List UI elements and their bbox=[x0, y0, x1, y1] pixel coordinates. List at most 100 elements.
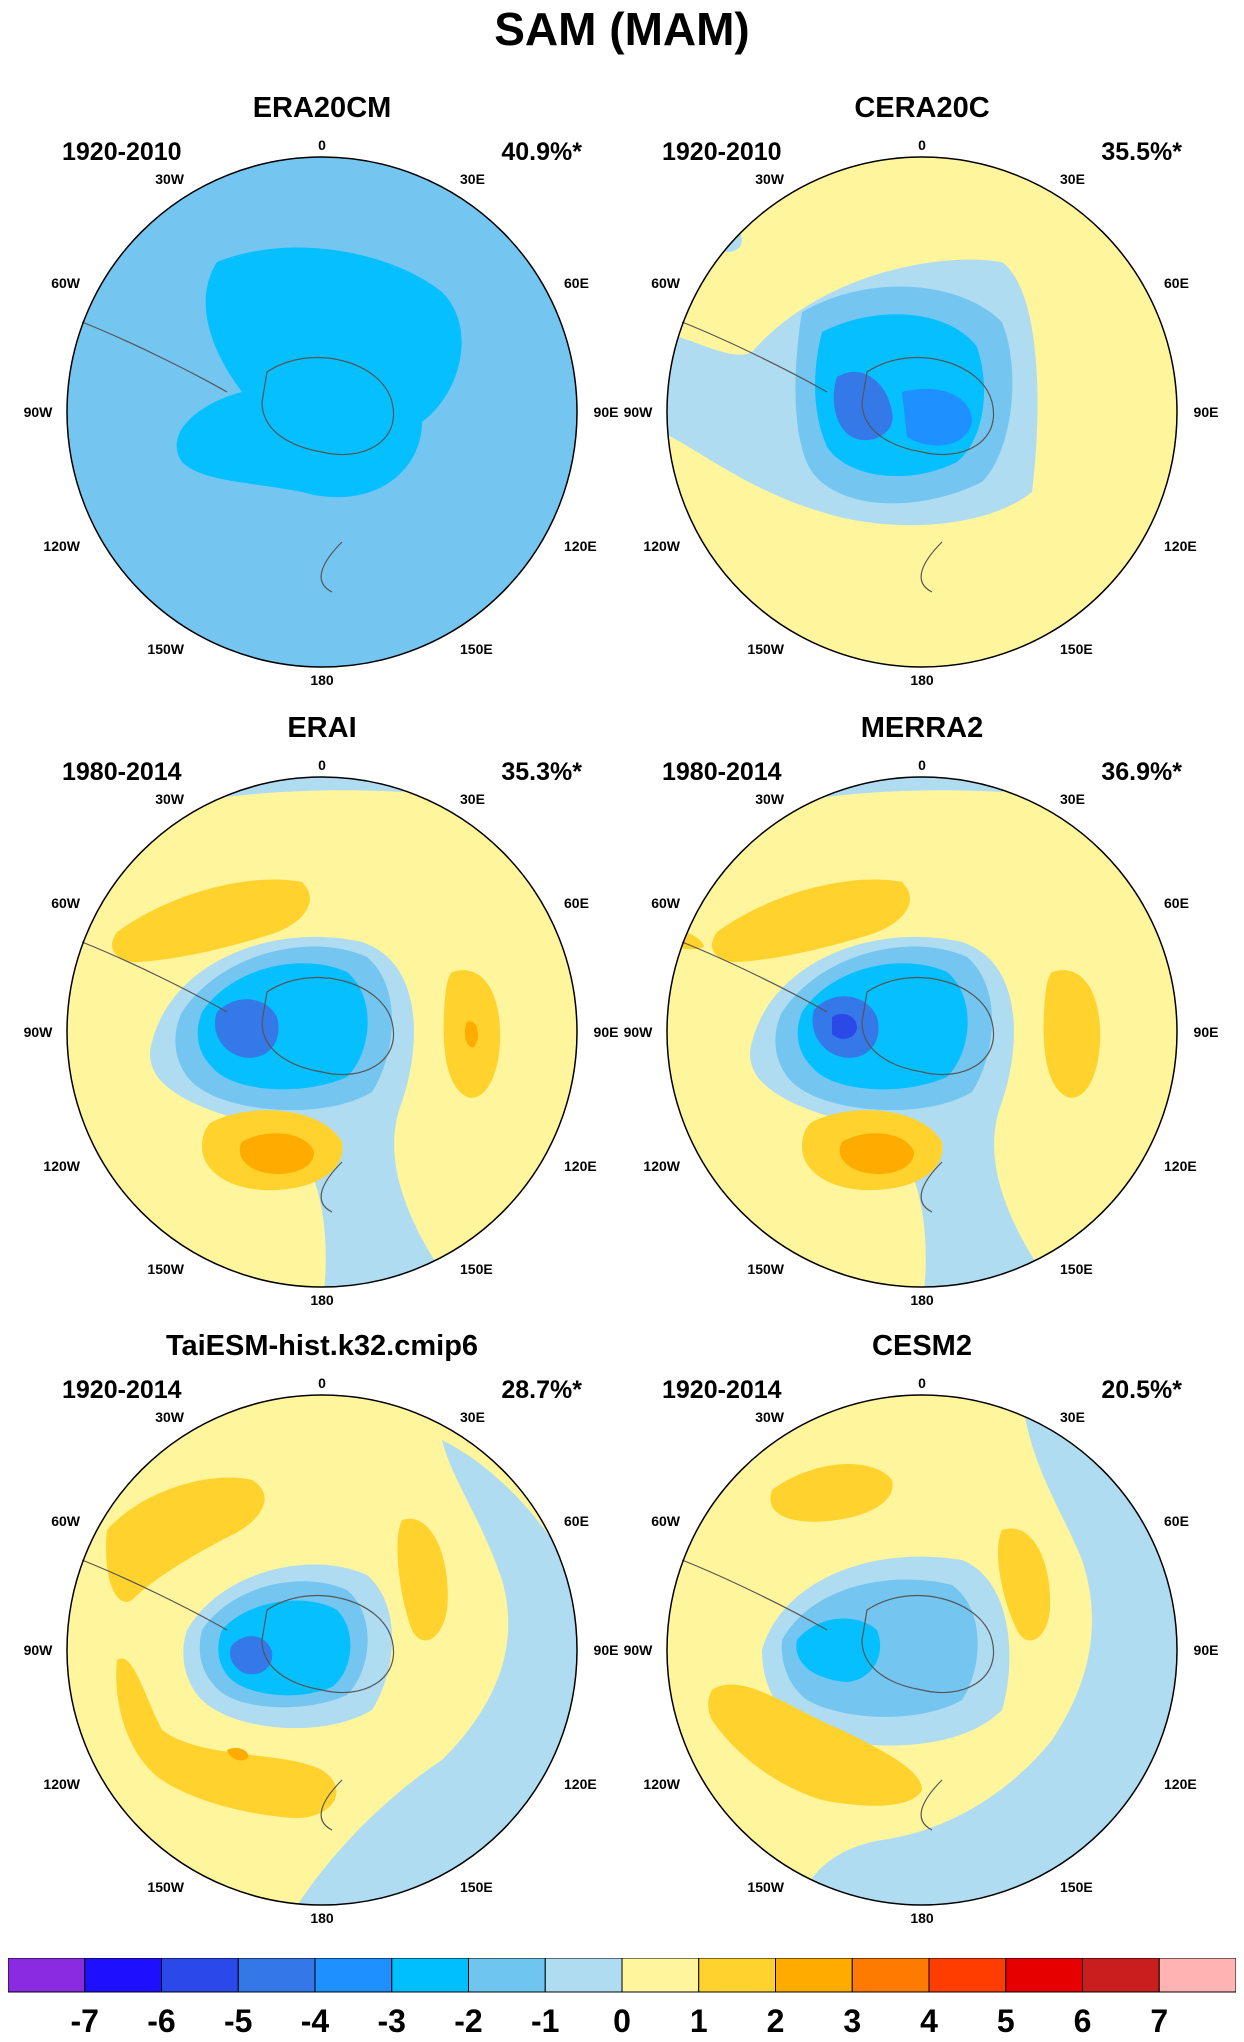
colorbar-box bbox=[1082, 1958, 1160, 1993]
lon-label-0: 0 bbox=[318, 1375, 326, 1391]
panel-variance: 40.9%* bbox=[501, 138, 582, 166]
colorbar-tick-label: -7 bbox=[71, 2003, 99, 2039]
colorbar-box bbox=[1005, 1958, 1083, 1993]
lon-label-0: 0 bbox=[918, 1375, 926, 1391]
colorbar-tick-label: -2 bbox=[454, 2003, 482, 2039]
colorbar-box bbox=[928, 1958, 1007, 1993]
colorbar-tick-label: 7 bbox=[1150, 2003, 1168, 2039]
panel-cesm2: 0 30E 60E 90E 120E 150E 180 150W 120W 90… bbox=[622, 1330, 1222, 1950]
lon-label-30w: 30W bbox=[155, 791, 185, 807]
lon-label-90e: 90E bbox=[594, 404, 619, 420]
lon-label-60w: 60W bbox=[51, 1513, 81, 1529]
polar-map-cesm2: 0 30E 60E 90E 120E 150E 180 150W 120W 90… bbox=[624, 1375, 1219, 1926]
lon-label-0: 0 bbox=[318, 137, 326, 153]
panel-variance: 35.5%* bbox=[1101, 138, 1182, 166]
lon-label-90w: 90W bbox=[24, 1642, 54, 1658]
lon-label-30w: 30W bbox=[155, 171, 185, 187]
lon-label-180: 180 bbox=[910, 1910, 934, 1926]
lon-label-30e: 30E bbox=[460, 1409, 485, 1425]
colorbar-tick-label: -6 bbox=[147, 2003, 175, 2039]
lon-label-30e: 30E bbox=[1060, 1409, 1085, 1425]
panel-period: 1920-2014 bbox=[662, 1376, 782, 1404]
colorbar-box bbox=[237, 1958, 316, 1993]
panel-title: ERA20CM bbox=[252, 92, 392, 124]
panel-taiesm: 0 30E 60E 90E 120E 150E 180 150W 120W 90… bbox=[22, 1330, 622, 1950]
lon-label-180: 180 bbox=[910, 1292, 934, 1308]
lon-label-150e: 150E bbox=[460, 641, 493, 657]
lon-label-120e: 120E bbox=[1164, 1158, 1197, 1174]
colorbar-tick-label: -1 bbox=[531, 2003, 559, 2039]
lon-label-150e: 150E bbox=[1060, 1879, 1093, 1895]
polar-map-cera20c: 0 30E 60E 90E 120E 150E 180 150W 120W 90… bbox=[624, 137, 1219, 688]
lon-label-150w: 150W bbox=[147, 641, 184, 657]
panel-variance: 35.3%* bbox=[501, 758, 582, 786]
colorbar-box bbox=[8, 1958, 86, 1993]
lon-label-120w: 120W bbox=[643, 538, 680, 554]
lon-label-120w: 120W bbox=[43, 538, 80, 554]
lon-label-0: 0 bbox=[918, 137, 926, 153]
lon-label-60e: 60E bbox=[1164, 1513, 1189, 1529]
lon-label-30e: 30E bbox=[460, 171, 485, 187]
lon-label-0: 0 bbox=[318, 757, 326, 773]
lon-label-90w: 90W bbox=[624, 404, 654, 420]
colorbar-tick-label: 0 bbox=[613, 2003, 631, 2039]
lon-label-60w: 60W bbox=[651, 895, 681, 911]
panel-title: MERRA2 bbox=[860, 712, 984, 744]
lon-label-180: 180 bbox=[310, 1292, 334, 1308]
panel-variance: 36.9%* bbox=[1101, 758, 1182, 786]
colorbar: -7 -6 -5 -4 -3 -2 -1 0 1 2 3 4 5 6 7 bbox=[8, 1958, 1236, 2039]
colorbar-box bbox=[468, 1958, 546, 1993]
colorbar-box bbox=[544, 1958, 623, 1993]
lon-label-180: 180 bbox=[310, 672, 334, 688]
lon-label-90e: 90E bbox=[594, 1024, 619, 1040]
lon-label-120e: 120E bbox=[1164, 1776, 1197, 1792]
panel-title: ERAI bbox=[287, 712, 357, 744]
colorbar-box bbox=[851, 1958, 930, 1993]
colorbar-labels: -7 -6 -5 -4 -3 -2 -1 0 1 2 3 4 5 6 7 bbox=[71, 2003, 1169, 2039]
lon-label-60e: 60E bbox=[564, 275, 589, 291]
lon-label-120w: 120W bbox=[43, 1158, 80, 1174]
colorbar-boxes bbox=[8, 1958, 1236, 1993]
polar-map-merra2: 0 30E 60E 90E 120E 150E 180 150W 120W 90… bbox=[624, 757, 1219, 1308]
panel-period: 1980-2014 bbox=[662, 758, 782, 786]
panel-cera20c: 0 30E 60E 90E 120E 150E 180 150W 120W 90… bbox=[622, 92, 1222, 712]
lon-label-120e: 120E bbox=[1164, 538, 1197, 554]
lon-label-90w: 90W bbox=[24, 1024, 54, 1040]
lon-label-150w: 150W bbox=[747, 1879, 784, 1895]
lon-label-90e: 90E bbox=[1194, 404, 1219, 420]
lon-label-30e: 30E bbox=[460, 791, 485, 807]
polar-map-taiesm: 0 30E 60E 90E 120E 150E 180 150W 120W 90… bbox=[24, 1375, 619, 1926]
colorbar-tick-label: -5 bbox=[224, 2003, 252, 2039]
panel-title: TaiESM-hist.k32.cmip6 bbox=[165, 1330, 479, 1362]
lon-label-150e: 150E bbox=[460, 1879, 493, 1895]
polar-map-erai: 0 30E 60E 90E 120E 150E 180 150W 120W 90… bbox=[24, 757, 619, 1308]
lon-label-90w: 90W bbox=[624, 1024, 654, 1040]
colorbar-tick-label: 4 bbox=[920, 2003, 938, 2039]
colorbar-tick-label: 5 bbox=[997, 2003, 1015, 2039]
colorbar-box bbox=[391, 1958, 469, 1993]
lon-label-90e: 90E bbox=[1194, 1642, 1219, 1658]
figure-title: SAM (MAM) bbox=[494, 3, 750, 55]
panel-period: 1980-2014 bbox=[62, 758, 182, 786]
panel-title: CESM2 bbox=[872, 1330, 972, 1362]
panel-period: 1920-2010 bbox=[662, 138, 782, 166]
panel-variance: 20.5%* bbox=[1101, 1376, 1182, 1404]
lon-label-180: 180 bbox=[310, 1910, 334, 1926]
colorbar-box bbox=[161, 1958, 239, 1993]
lon-label-90e: 90E bbox=[594, 1642, 619, 1658]
lon-label-180: 180 bbox=[910, 672, 934, 688]
lon-label-60w: 60W bbox=[51, 275, 81, 291]
polar-map-era20cm: 0 30E 60E 90E 120E 150E 180 150W 120W 90… bbox=[24, 137, 619, 688]
lon-label-150e: 150E bbox=[1060, 1261, 1093, 1277]
colorbar-tick-label: 3 bbox=[843, 2003, 861, 2039]
panel-merra2: 0 30E 60E 90E 120E 150E 180 150W 120W 90… bbox=[622, 712, 1222, 1332]
lon-label-60w: 60W bbox=[651, 275, 681, 291]
colorbar-box bbox=[314, 1958, 393, 1993]
colorbar-tick-label: 1 bbox=[690, 2003, 708, 2039]
colorbar-tick-label: -3 bbox=[378, 2003, 406, 2039]
lon-label-60e: 60E bbox=[564, 895, 589, 911]
lon-label-150w: 150W bbox=[747, 641, 784, 657]
panel-period: 1920-2010 bbox=[62, 138, 182, 166]
lon-label-120w: 120W bbox=[643, 1776, 680, 1792]
panel-variance: 28.7%* bbox=[501, 1376, 582, 1404]
